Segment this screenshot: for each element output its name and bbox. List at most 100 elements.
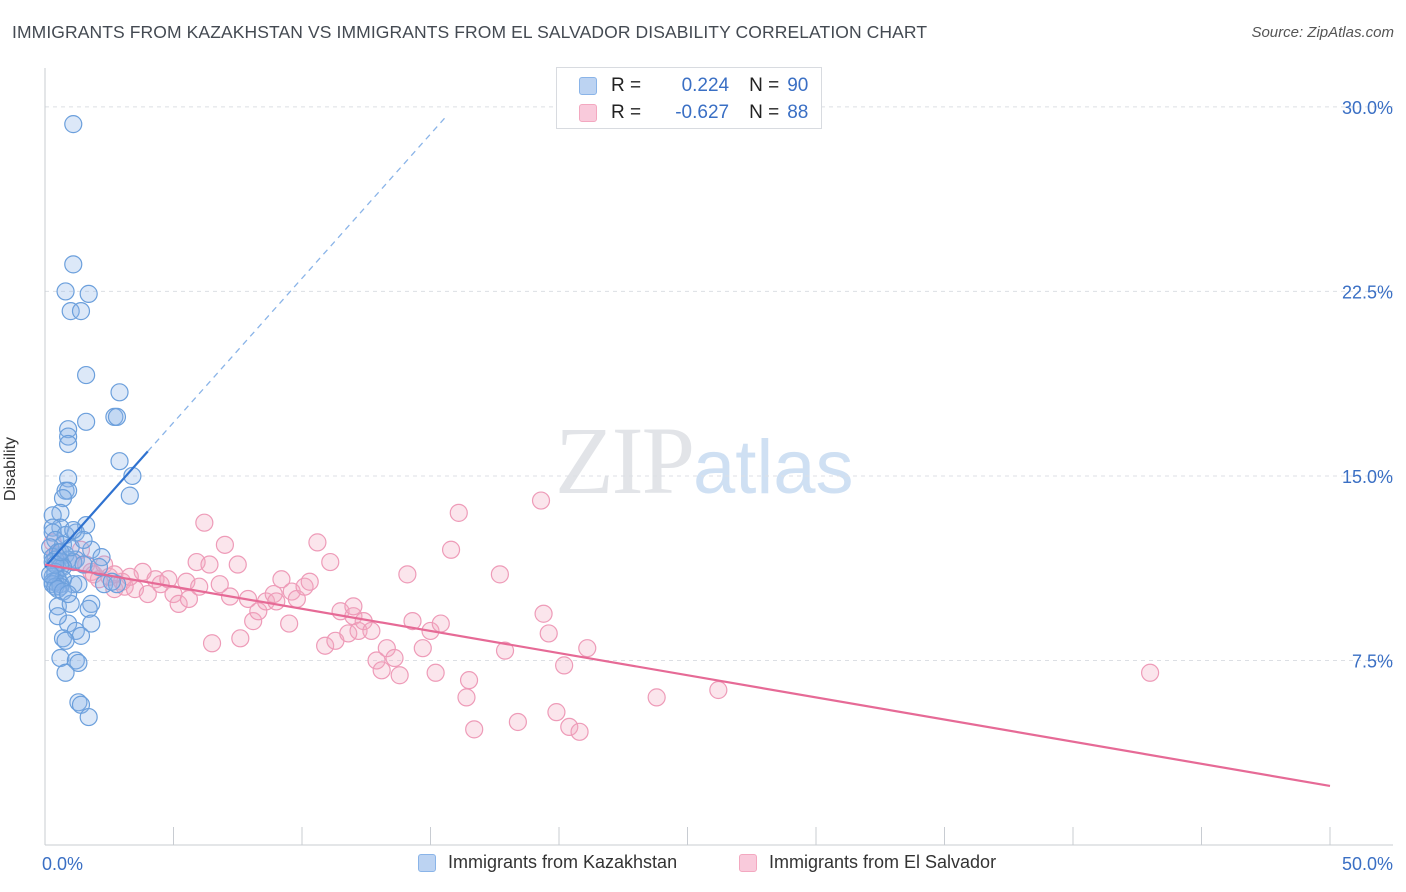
legend-row-kazakhstan: R = 0.224 N = 90 (579, 74, 808, 98)
data-point-kazakhstan (79, 599, 98, 618)
data-point-el-salvador (138, 584, 157, 604)
data-point-el-salvador (547, 703, 566, 722)
data-point-el-salvador (308, 533, 327, 552)
y-tick-label: 15.0% (1342, 467, 1393, 487)
data-point-kazakhstan (61, 302, 80, 321)
data-point-el-salvador (508, 712, 527, 732)
data-point-el-salvador (202, 634, 222, 653)
data-point-kazakhstan (110, 383, 129, 402)
data-point-el-salvador (249, 602, 268, 621)
data-point-kazakhstan (56, 282, 75, 301)
legend-swatch-el-salvador (579, 104, 597, 122)
data-point-el-salvador (228, 555, 247, 574)
data-point-kazakhstan (51, 543, 70, 562)
data-point-kazakhstan (66, 651, 85, 670)
data-point-kazakhstan (64, 115, 83, 134)
data-point-el-salvador (367, 651, 386, 670)
data-point-el-salvador (169, 594, 188, 613)
data-point-el-salvador (215, 535, 234, 554)
data-point-el-salvador (272, 570, 291, 589)
data-point-el-salvador (390, 666, 409, 685)
y-tick-label: 30.0% (1342, 98, 1393, 118)
data-point-kazakhstan (77, 365, 96, 385)
trend-line-el-salvador (44, 563, 1331, 788)
data-point-kazakhstan (59, 434, 78, 454)
data-point-kazakhstan (82, 594, 101, 613)
legend-r-label: R = (611, 102, 642, 123)
data-point-el-salvador (385, 648, 404, 668)
data-point-el-salvador (578, 639, 597, 658)
data-point-el-salvador (377, 639, 396, 658)
bottom-legend-kazakhstan: Immigrants from Kazakhstan (418, 852, 677, 873)
series-kazakhstan (41, 115, 142, 727)
data-point-el-salvador (267, 592, 286, 611)
data-point-kazakhstan (77, 412, 96, 431)
data-point-kazakhstan (64, 520, 83, 540)
data-point-el-salvador (403, 612, 422, 631)
bottom-legend-swatch-kazakhstan (418, 853, 436, 872)
data-point-el-salvador (300, 572, 319, 591)
data-point-el-salvador (647, 688, 666, 707)
data-point-kazakhstan (64, 255, 83, 274)
bottom-legend-el-salvador: Immigrants from El Salvador (739, 852, 996, 873)
data-point-kazakhstan (69, 693, 88, 712)
trend-line-kazakhstan-extension (147, 116, 447, 452)
data-point-el-salvador (179, 589, 199, 609)
data-point-el-salvador (490, 565, 509, 584)
legend-r-value-kazakhstan: 0.224 (681, 75, 730, 96)
legend-n-label: N = (749, 102, 780, 123)
data-point-el-salvador (560, 717, 579, 737)
data-point-el-salvador (534, 604, 553, 623)
data-point-el-salvador (531, 491, 551, 510)
chart-title: IMMIGRANTS FROM KAZAKHSTAN VS IMMIGRANTS… (12, 22, 928, 42)
data-point-el-salvador (362, 621, 381, 641)
data-point-el-salvador (459, 671, 479, 690)
data-point-el-salvador (244, 612, 263, 631)
data-point-kazakhstan (79, 707, 98, 727)
data-point-kazakhstan (56, 663, 75, 682)
data-point-kazakhstan (48, 607, 67, 626)
legend-row-el-salvador: R = -0.627 N = 88 (579, 101, 808, 125)
watermark: ZIPatlas (555, 407, 854, 514)
data-point-el-salvador (457, 688, 476, 707)
data-point-el-salvador (264, 584, 283, 604)
data-point-el-salvador (398, 565, 417, 584)
data-point-kazakhstan (59, 584, 78, 604)
data-point-kazakhstan (107, 407, 127, 427)
legend-n-label: N = (749, 75, 780, 96)
data-point-el-salvador (316, 636, 335, 655)
data-point-el-salvador (495, 641, 515, 660)
y-tick-label: 7.5% (1352, 651, 1393, 671)
data-point-el-salvador (344, 597, 363, 616)
data-point-kazakhstan (82, 540, 101, 559)
y-tick-label: 22.5% (1342, 282, 1393, 302)
bottom-legend: Immigrants from Kazakhstan Immigrants fr… (0, 852, 1406, 878)
legend-r-label: R = (611, 75, 642, 96)
legend-n-value-el-salvador: 88 (787, 102, 809, 123)
x-tick-label: 50.0% (1342, 854, 1393, 874)
data-point-kazakhstan (82, 614, 101, 633)
gridlines (45, 106, 1393, 661)
data-point-el-salvador (555, 656, 574, 675)
trend-lines (44, 116, 1331, 788)
data-point-el-salvador (413, 639, 432, 658)
tick-labels: 7.5% 15.0% 22.5% 30.0% 0.0% 50.0% (42, 98, 1393, 874)
data-point-el-salvador (570, 722, 589, 741)
data-point-kazakhstan (53, 629, 73, 648)
data-point-kazakhstan (71, 302, 91, 321)
source-note: Source: ZipAtlas.com (1251, 24, 1394, 41)
data-point-kazakhstan (120, 486, 139, 505)
data-point-el-salvador (295, 577, 314, 596)
correlation-legend: R = 0.224 N = 90 R = -0.627 N = 88 (556, 67, 822, 129)
data-point-el-salvador (372, 661, 391, 680)
data-point-el-salvador (231, 629, 250, 648)
legend-r-value-el-salvador: -0.627 (675, 102, 730, 123)
data-point-kazakhstan (79, 284, 98, 303)
data-point-el-salvador (465, 720, 484, 739)
data-point-kazakhstan (59, 420, 78, 439)
data-point-kazakhstan (74, 555, 93, 574)
data-point-el-salvador (1140, 663, 1160, 682)
data-point-el-salvador (441, 540, 461, 559)
legend-n-value-kazakhstan: 90 (787, 75, 809, 96)
